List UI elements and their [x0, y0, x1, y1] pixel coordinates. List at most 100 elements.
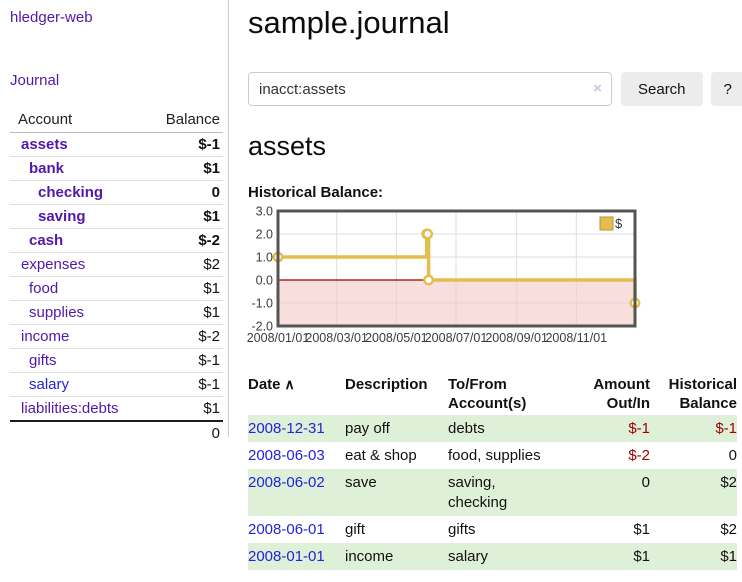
- y-tick-label: -1.0: [251, 297, 273, 311]
- y-tick-label: 2.0: [256, 228, 273, 242]
- account-row-salary: salary $-1: [10, 372, 223, 397]
- accounts-header-balance: Balance: [143, 108, 223, 133]
- account-balance: $2: [143, 252, 223, 277]
- account-balance: $1: [143, 396, 223, 422]
- account-row-gifts: gifts $-1: [10, 348, 223, 373]
- account-row-assets: assets $-1: [10, 132, 223, 157]
- account-link-assets[interactable]: assets: [21, 136, 68, 153]
- x-tick-label: 2008/09/01: [485, 331, 548, 345]
- search-form: × Search ?: [248, 72, 742, 106]
- transaction-balance: $2: [720, 474, 737, 491]
- transaction-amount: $-1: [628, 420, 650, 437]
- transaction-row: 2008-01-01 income salary $1 $1: [248, 543, 737, 570]
- account-link-bank[interactable]: bank: [29, 160, 65, 177]
- sidebar-item-journal[interactable]: Journal: [10, 72, 60, 89]
- account-balance: $-1: [143, 348, 223, 373]
- header-description: Description: [345, 376, 428, 393]
- transaction-description: gift: [345, 521, 366, 538]
- account-link-food[interactable]: food: [29, 280, 59, 297]
- account-balance: 0: [143, 180, 223, 205]
- transaction-amount: $1: [633, 521, 650, 538]
- transaction-description: income: [345, 548, 394, 565]
- transaction-balance: $1: [720, 548, 737, 565]
- transaction-balance: $-1: [715, 420, 737, 437]
- account-link-expenses[interactable]: expenses: [21, 256, 86, 273]
- account-balance: $1: [143, 300, 223, 325]
- account-link-gifts[interactable]: gifts: [29, 352, 57, 369]
- transaction-row: 2008-06-01 gift gifts $1 $2: [248, 516, 737, 543]
- transaction-amount: $-2: [628, 447, 650, 464]
- account-balance: $-2: [143, 324, 223, 349]
- account-link-checking[interactable]: checking: [38, 184, 104, 201]
- transaction-date-link[interactable]: 2008-12-31: [248, 420, 325, 437]
- account-row-expenses: expenses $2: [10, 252, 223, 277]
- transaction-date-link[interactable]: 2008-06-03: [248, 447, 325, 464]
- transaction-accounts: debts: [448, 420, 485, 437]
- account-link-salary[interactable]: salary: [29, 376, 70, 393]
- account-row-cash: cash $-2: [10, 228, 223, 253]
- account-link-cash[interactable]: cash: [29, 232, 64, 249]
- account-row-income: income $-2: [10, 324, 223, 349]
- x-tick-label: 2008/01/01: [247, 331, 310, 345]
- clear-search-icon[interactable]: ×: [593, 80, 602, 97]
- account-balance: $-2: [143, 228, 223, 253]
- y-tick-label: 0.0: [256, 274, 273, 288]
- page-title: sample.journal: [248, 5, 450, 40]
- account-row-food: food $1: [10, 276, 223, 301]
- account-link-supplies[interactable]: supplies: [29, 304, 85, 321]
- account-row-supplies: supplies $1: [10, 300, 223, 325]
- account-row-bank: bank $1: [10, 156, 223, 181]
- historical-balance-label: Historical Balance:: [248, 184, 384, 201]
- x-tick-label: 2008/05/01: [365, 331, 428, 345]
- header-date: Date ∧: [248, 376, 295, 393]
- account-balance: $1: [143, 156, 223, 181]
- x-tick-label: 2008/07/01: [425, 331, 488, 345]
- transaction-accounts: food, supplies: [448, 447, 541, 464]
- search-help-button[interactable]: ?: [710, 72, 742, 106]
- accounts-total-value: 0: [143, 420, 223, 445]
- transaction-row: 2008-12-31 pay off debts $-1 $-1: [248, 415, 737, 442]
- legend-swatch: [599, 216, 614, 231]
- accounts-table: Account Balance assets $-1 bank $1 check…: [10, 108, 223, 445]
- sort-ascending-icon: ∧: [284, 376, 295, 392]
- transaction-accounts: gifts: [448, 521, 476, 538]
- historical-balance-chart: $3.0 2.0 1.0 0.0 -1.0 -2.0 2008/01/01 2008/03/0…: [247, 205, 648, 352]
- account-link-saving[interactable]: saving: [38, 208, 86, 225]
- transactions-header-row: Date ∧ Description To/From Account(s) Amo…: [248, 373, 737, 415]
- search-button[interactable]: Search: [621, 72, 703, 106]
- y-tick-label: -2.0: [251, 320, 273, 334]
- transaction-date-link[interactable]: 2008-06-02: [248, 474, 325, 491]
- app-brand-link[interactable]: hledger-web: [10, 9, 93, 26]
- transaction-row: 2008-06-03 eat & shop food, supplies $-2…: [248, 442, 737, 469]
- y-tick-label: 1.0: [256, 251, 273, 265]
- y-tick-label: 3.0: [256, 205, 273, 219]
- x-tick-label: 2008/11/01: [545, 331, 607, 345]
- transaction-description: save: [345, 474, 377, 491]
- account-balance: $-1: [143, 372, 223, 397]
- account-row-liabilities-debts: liabilities:debts $1: [10, 396, 223, 422]
- transaction-description: eat & shop: [345, 447, 417, 464]
- account-row-checking: checking 0: [10, 180, 223, 205]
- account-balance: $1: [143, 204, 223, 229]
- account-link-liabilities-debts[interactable]: liabilities:debts: [21, 400, 119, 417]
- transaction-balance: 0: [728, 447, 737, 464]
- account-balance: $1: [143, 276, 223, 301]
- historical-balance-chart-svg: $3.0 2.0 1.0 0.0 -1.0 -2.02008/01/012008/03/0…: [247, 205, 641, 345]
- header-balance: Historical Balance: [668, 376, 737, 412]
- transaction-accounts: salary: [448, 548, 489, 565]
- header-tofrom: To/From Account(s): [448, 376, 527, 412]
- transaction-accounts: saving, checking: [448, 474, 508, 511]
- account-link-income[interactable]: income: [21, 328, 70, 345]
- transaction-amount: 0: [641, 474, 650, 491]
- account-balance: $-1: [143, 132, 223, 157]
- transaction-balance: $2: [720, 521, 737, 538]
- transaction-date-link[interactable]: 2008-06-01: [248, 521, 325, 538]
- transaction-date-link[interactable]: 2008-01-01: [248, 548, 325, 565]
- accounts-total-row: 0: [10, 420, 223, 445]
- legend-label: $: [615, 216, 623, 231]
- accounts-header-account: Account: [10, 108, 144, 133]
- transaction-row: 2008-06-02 save saving, checking 0 $2: [248, 469, 737, 516]
- sidebar: hledger-web Journal Account Balance asse…: [0, 0, 229, 445]
- search-input[interactable]: [248, 72, 612, 106]
- transaction-description: pay off: [345, 420, 390, 437]
